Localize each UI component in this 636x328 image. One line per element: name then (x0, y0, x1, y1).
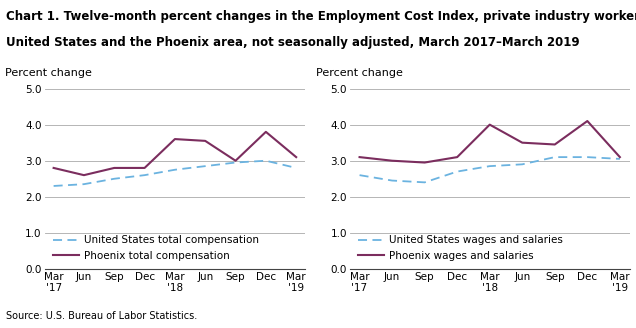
United States total compensation (50, 184, 57, 188)
United States wages and salaries (518, 162, 526, 166)
Phoenix wages and salaries (616, 155, 624, 159)
United States total compensation (111, 177, 118, 181)
United States total compensation (80, 182, 88, 186)
United States total compensation (262, 159, 270, 163)
United States wages and salaries (616, 157, 624, 161)
United States total compensation (141, 173, 148, 177)
United States total compensation (202, 164, 209, 168)
Phoenix total compensation (232, 159, 239, 163)
Line: United States wages and salaries: United States wages and salaries (359, 157, 620, 182)
Phoenix wages and salaries (421, 160, 429, 164)
United States wages and salaries (583, 155, 591, 159)
United States wages and salaries (486, 164, 494, 168)
United States total compensation (171, 168, 179, 172)
United States total compensation (232, 160, 239, 164)
Phoenix wages and salaries (453, 155, 461, 159)
Phoenix total compensation (80, 173, 88, 177)
Phoenix total compensation (50, 166, 57, 170)
United States total compensation (293, 166, 300, 170)
Text: Percent change: Percent change (6, 68, 92, 78)
Text: Percent change: Percent change (316, 68, 403, 78)
Text: Source: U.S. Bureau of Labor Statistics.: Source: U.S. Bureau of Labor Statistics. (6, 312, 198, 321)
Phoenix total compensation (293, 155, 300, 159)
United States wages and salaries (389, 178, 396, 182)
Phoenix wages and salaries (356, 155, 363, 159)
Legend: United States total compensation, Phoenix total compensation: United States total compensation, Phoeni… (50, 232, 262, 264)
Phoenix wages and salaries (551, 142, 558, 146)
United States wages and salaries (453, 170, 461, 174)
Phoenix total compensation (141, 166, 148, 170)
Phoenix wages and salaries (518, 141, 526, 145)
Phoenix total compensation (262, 130, 270, 134)
Line: Phoenix total compensation: Phoenix total compensation (53, 132, 296, 175)
Phoenix total compensation (171, 137, 179, 141)
Phoenix wages and salaries (583, 119, 591, 123)
Legend: United States wages and salaries, Phoenix wages and salaries: United States wages and salaries, Phoeni… (355, 232, 567, 264)
Line: United States total compensation: United States total compensation (53, 161, 296, 186)
Phoenix wages and salaries (486, 123, 494, 127)
Phoenix total compensation (111, 166, 118, 170)
Text: Chart 1. Twelve-month percent changes in the Employment Cost Index, private indu: Chart 1. Twelve-month percent changes in… (6, 10, 636, 23)
Phoenix wages and salaries (389, 159, 396, 163)
Text: United States and the Phoenix area, not seasonally adjusted, March 2017–March 20: United States and the Phoenix area, not … (6, 36, 580, 49)
United States wages and salaries (551, 155, 558, 159)
Phoenix total compensation (202, 139, 209, 143)
United States wages and salaries (421, 180, 429, 184)
United States wages and salaries (356, 173, 363, 177)
Line: Phoenix wages and salaries: Phoenix wages and salaries (359, 121, 620, 162)
